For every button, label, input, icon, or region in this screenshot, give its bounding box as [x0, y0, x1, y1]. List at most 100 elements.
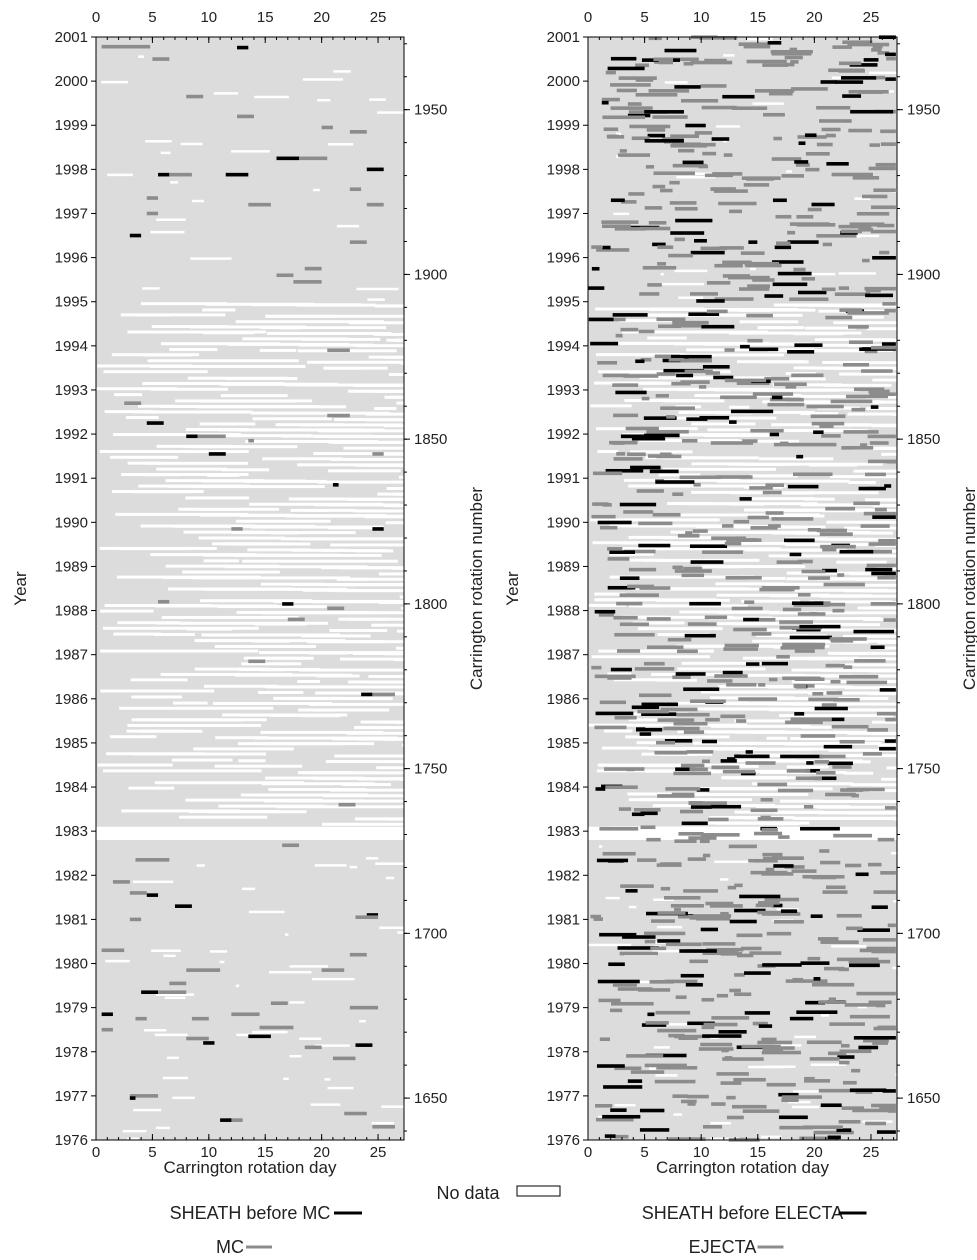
- sheath-event: [655, 480, 695, 484]
- ejecta-event: [646, 645, 684, 650]
- ejecta-event: [610, 106, 653, 110]
- sheath-event: [879, 688, 896, 692]
- no-data-gap: [260, 582, 324, 586]
- no-data-gap: [853, 469, 897, 473]
- no-data-gap: [321, 822, 404, 826]
- y2-tick-label: 1900: [414, 266, 447, 283]
- ejecta-event: [839, 308, 863, 312]
- no-data-gap: [795, 680, 887, 684]
- ejecta-event: [602, 851, 636, 856]
- no-data-gap: [748, 1065, 784, 1069]
- no-data-gap: [647, 941, 667, 944]
- ejecta-event: [803, 1125, 843, 1129]
- ejecta-event: [822, 890, 848, 894]
- y-tick-label: 1997: [55, 205, 88, 222]
- sheath-event: [745, 662, 760, 666]
- ejecta-event: [657, 245, 674, 249]
- ejecta-event: [724, 378, 767, 383]
- no-data-gap: [283, 799, 404, 803]
- ejecta-event: [847, 787, 885, 792]
- no-data-gap: [100, 689, 215, 693]
- no-data-gap: [235, 320, 384, 324]
- ejecta-event: [101, 948, 125, 953]
- sheath-event: [701, 324, 735, 329]
- sheath-event: [810, 914, 823, 919]
- no-data-gap: [215, 736, 269, 740]
- no-data-gap: [225, 377, 298, 381]
- no-data-gap: [749, 267, 756, 271]
- no-data-gap: [200, 576, 351, 580]
- ejecta-event: [649, 980, 674, 984]
- ejecta-event: [722, 769, 756, 774]
- sheath-event: [804, 133, 817, 138]
- x-tick-label-bottom: 0: [92, 1144, 100, 1161]
- ejecta-event: [841, 1106, 864, 1110]
- ejecta-event: [718, 201, 757, 206]
- no-data-gap: [202, 308, 236, 312]
- ejecta-event: [695, 916, 731, 921]
- no-data-gap: [241, 887, 256, 891]
- ejecta-event: [135, 1016, 147, 1021]
- ejecta-event: [638, 329, 655, 334]
- no-data-gap: [793, 332, 844, 336]
- no-data-gap: [804, 497, 835, 501]
- ejecta-event: [596, 248, 630, 252]
- x-tick-label-bottom: 10: [200, 1144, 217, 1161]
- ejecta-event: [628, 192, 645, 196]
- y-tick-label: 1994: [547, 338, 580, 355]
- no-data-gap: [357, 777, 404, 781]
- sheath-event: [773, 864, 794, 868]
- ejecta-event: [646, 837, 661, 842]
- sheath-event: [625, 889, 638, 893]
- ejecta-event: [731, 106, 768, 110]
- sheath-event: [777, 271, 812, 276]
- no-data-gap: [805, 623, 880, 627]
- ejecta-event: [677, 533, 700, 538]
- ejecta-event: [785, 720, 823, 725]
- no-data-gap: [269, 970, 312, 974]
- no-data-gap: [260, 326, 387, 330]
- y-tick-label: 1998: [55, 161, 88, 178]
- no-data-gap: [648, 747, 757, 751]
- ejecta-event: [765, 511, 784, 515]
- ejecta-event: [794, 677, 825, 681]
- no-data-gap: [691, 490, 752, 494]
- ejecta-event: [757, 1040, 793, 1045]
- no-data-gap: [608, 341, 660, 345]
- sheath-event: [631, 436, 666, 441]
- ejecta-event: [761, 1037, 777, 1042]
- ejecta-event: [764, 897, 799, 902]
- ejecta-event: [674, 839, 697, 843]
- no-data-gap: [289, 1001, 305, 1004]
- x-tick-label-top: 15: [257, 9, 274, 26]
- ejecta-event: [652, 184, 666, 189]
- sheath-event: [639, 732, 652, 736]
- ejecta-event: [646, 429, 689, 434]
- sheath-event: [813, 977, 821, 981]
- ejecta-event: [372, 692, 395, 697]
- no-data-gap: [339, 657, 404, 661]
- no-data-gap: [386, 487, 404, 490]
- no-data-gap: [745, 673, 806, 677]
- ejecta-event: [854, 659, 886, 663]
- ejecta-event: [349, 130, 367, 134]
- ejecta-event: [716, 475, 753, 479]
- no-data-gap: [297, 463, 404, 467]
- sheath-event: [885, 52, 896, 57]
- no-data-gap: [655, 1074, 678, 1077]
- ejecta-event: [135, 858, 170, 862]
- ejecta-event: [828, 68, 865, 73]
- ejecta-event: [784, 55, 803, 60]
- ejecta-event: [819, 119, 852, 123]
- ejecta-event: [665, 942, 702, 947]
- no-data-gap: [395, 720, 404, 724]
- ejecta-event: [749, 486, 773, 490]
- no-data-gap: [120, 313, 226, 317]
- x-tick-label-top: 15: [749, 9, 766, 26]
- ejecta-event: [874, 507, 887, 512]
- no-data-gap: [156, 467, 228, 471]
- y-tick-label: 1981: [55, 911, 88, 928]
- ejecta-event: [687, 1102, 696, 1106]
- sheath-event: [689, 601, 721, 606]
- ejecta-event: [681, 573, 705, 578]
